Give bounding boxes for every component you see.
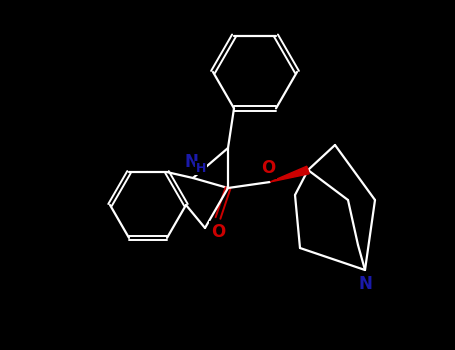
Text: N: N bbox=[184, 153, 198, 171]
Text: N: N bbox=[358, 275, 372, 293]
Text: O: O bbox=[211, 223, 225, 241]
Text: O: O bbox=[261, 159, 275, 177]
Text: H: H bbox=[196, 161, 206, 175]
Polygon shape bbox=[270, 166, 309, 182]
